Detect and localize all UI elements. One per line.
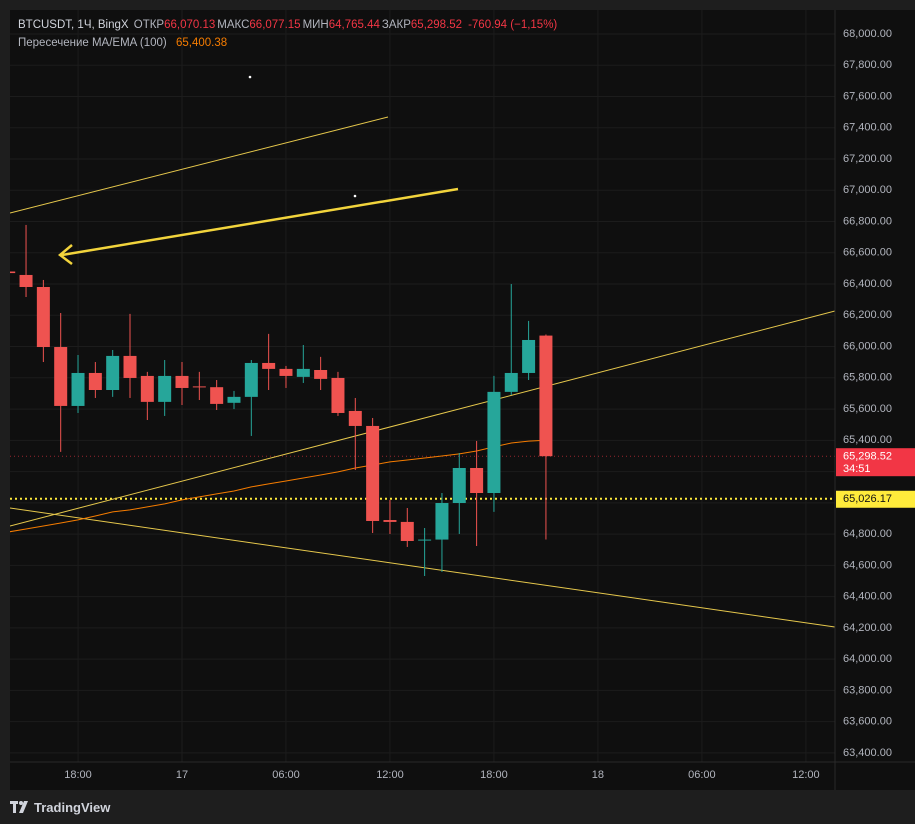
x-tick-label: 18:00 <box>480 769 508 781</box>
candle-body <box>504 372 518 392</box>
field-value: 66,070.13 <box>164 19 216 31</box>
candle-body <box>71 372 85 406</box>
change: -760.94 (−1,15%) <box>468 19 558 31</box>
candle-body <box>366 425 380 521</box>
indicator-value: 65,400.38 <box>175 37 228 49</box>
ema-line <box>10 439 546 533</box>
candle-body <box>175 375 189 388</box>
candle-body <box>452 467 466 504</box>
candle-body <box>400 521 414 541</box>
y-tick-label: 67,400.00 <box>843 122 892 134</box>
chart: 63,400.00 63,600.00 63,800.00 64,000.00 64,2… <box>10 10 915 790</box>
candle-body <box>539 335 553 457</box>
x-tick-label: 17 <box>176 769 188 781</box>
x-tick-label: 18:00 <box>64 769 92 781</box>
y-tick-label: 63,400.00 <box>843 747 892 759</box>
y-tick-label: 67,200.00 <box>843 153 892 165</box>
price-label-box <box>836 448 915 477</box>
candle-body <box>296 368 310 377</box>
candle-body <box>140 375 154 402</box>
ohlc-row: BTCUSDT, 1Ч, BingX ОТКР66,070.13 МАКС66,0… <box>18 16 557 34</box>
y-tick-label: 67,000.00 <box>843 184 892 196</box>
y-tick-label: 68,000.00 <box>843 28 892 40</box>
candle-body <box>210 387 224 404</box>
price-label: 65,298.52 <box>843 451 892 463</box>
candle-body <box>10 271 16 274</box>
candle-body <box>522 339 536 373</box>
y-tick-label: 67,800.00 <box>843 59 892 71</box>
field-value: 66,077.15 <box>249 19 301 31</box>
y-tick-label: 66,600.00 <box>843 247 892 259</box>
candle-body <box>487 391 501 494</box>
indicator-name[interactable]: Пересечение MA/EMA (100) <box>18 37 167 49</box>
x-tick-label: 06:00 <box>688 769 716 781</box>
candle-body <box>244 362 258 397</box>
y-tick-label: 64,800.00 <box>843 528 892 540</box>
y-tick-label: 63,600.00 <box>843 716 892 728</box>
y-tick-label: 64,400.00 <box>843 591 892 603</box>
channel-bottom[interactable] <box>10 507 835 628</box>
candle-body <box>262 362 276 369</box>
y-tick-label: 65,800.00 <box>843 372 892 384</box>
price-label: 65,026.17 <box>843 493 892 505</box>
candle-body <box>279 368 293 376</box>
footer: TradingView <box>0 790 915 824</box>
y-tick-label: 65,600.00 <box>843 403 892 415</box>
legend: BTCUSDT, 1Ч, BingX ОТКР66,070.13 МАКС66,0… <box>18 16 557 52</box>
candle-body <box>470 467 484 494</box>
channel-top[interactable] <box>10 310 835 527</box>
candle-body <box>314 369 328 379</box>
arrow-line[interactable] <box>61 187 459 257</box>
candle-body <box>418 539 432 541</box>
y-tick-label: 66,000.00 <box>843 340 892 352</box>
candle-body <box>106 355 120 390</box>
symbol: BTCUSDT, 1Ч, BingX <box>18 19 129 31</box>
countdown: 34:51 <box>843 463 871 475</box>
x-tick-label: 12:00 <box>376 769 404 781</box>
x-tick-label: 12:00 <box>792 769 820 781</box>
candle-body <box>19 274 33 287</box>
candle-body <box>383 520 397 522</box>
y-tick-label: 65,400.00 <box>843 434 892 446</box>
logo <box>10 801 28 813</box>
y-tick-label: 66,800.00 <box>843 215 892 227</box>
candle-body <box>123 355 137 378</box>
x-tick-label: 18 <box>592 769 604 781</box>
candle-body <box>88 372 102 390</box>
point <box>248 75 252 79</box>
candle-body <box>158 375 172 402</box>
brand: TradingView <box>34 800 111 815</box>
candle-body <box>435 503 449 540</box>
field-value: 65,298.52 <box>410 19 463 31</box>
price-label-box <box>836 490 915 508</box>
field-label: МИН <box>302 19 329 31</box>
y-tick-label: 63,800.00 <box>843 684 892 696</box>
field-label: МАКС <box>217 19 250 31</box>
field-label: ОТКР <box>133 19 165 31</box>
candle-body <box>192 386 206 388</box>
field-value: 64,765.44 <box>328 19 380 31</box>
candle-body <box>54 347 68 406</box>
trend-line[interactable] <box>10 116 389 214</box>
arrow-head <box>57 244 73 265</box>
candle-body <box>348 410 362 426</box>
candle-body <box>36 286 50 348</box>
field-label: ЗАКР <box>381 19 411 31</box>
candle-body <box>331 377 345 413</box>
y-tick-label: 64,600.00 <box>843 559 892 571</box>
y-tick-label: 67,600.00 <box>843 90 892 102</box>
y-tick-label: 66,200.00 <box>843 309 892 321</box>
y-tick-label: 66,400.00 <box>843 278 892 290</box>
candle-body <box>227 396 241 403</box>
point <box>353 194 357 198</box>
y-tick-label: 64,200.00 <box>843 622 892 634</box>
x-tick-label: 06:00 <box>272 769 300 781</box>
indicator-row: Пересечение MA/EMA (100) 65,400.38 <box>18 34 557 52</box>
y-tick-label: 64,000.00 <box>843 653 892 665</box>
